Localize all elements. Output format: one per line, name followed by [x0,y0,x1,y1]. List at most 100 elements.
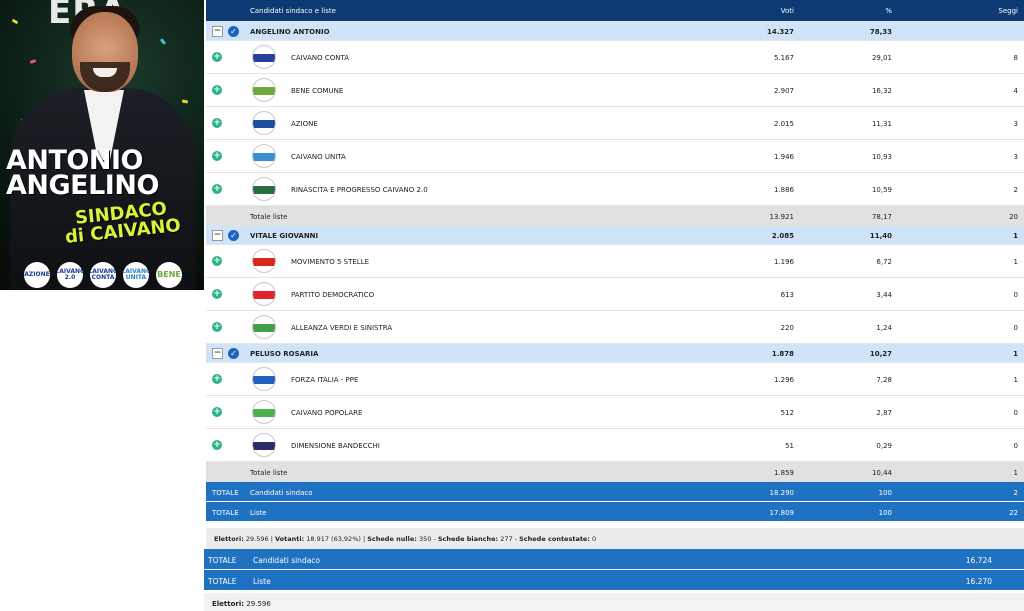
list-voti: 220 [780,324,794,332]
candidate-voti: 14.327 [766,28,794,36]
collapse-icon[interactable]: − [212,26,223,37]
candidate-voti: 2.085 [771,232,794,240]
expand-plus-icon[interactable]: + [212,440,222,450]
collapse-icon[interactable]: − [212,348,223,359]
dimensione-bandecchi-logo [252,433,276,457]
list-name: CAIVANO CONTA [291,54,349,62]
logo-band [253,153,275,161]
list-row: + RINASCITA E PROGRESSO CAIVANO 2.0 1.886 1… [206,173,1024,206]
list-seggi: 4 [1013,87,1018,95]
partito-democratico-logo [252,282,276,306]
elettori-summary-2: Elettori: 29.596 [204,593,1024,611]
poster-logo-caivano-2-0: CAIVANO 2.0 [57,262,83,288]
totals2-label: TOTALE [208,577,237,586]
schede-bianche-value: 277 [500,535,513,543]
list-seggi: 1 [1013,376,1018,384]
list-voti: 51 [785,442,794,450]
list-voti: 5.167 [773,54,794,62]
logo-band [253,376,275,384]
grand-total-label: TOTALE [212,489,239,497]
elettori2-label: Elettori: [212,600,245,608]
grand-total-name: Liste [250,509,267,517]
check-icon: ✓ [228,230,239,241]
totals-table-2: TOTALE Candidati sindaco 16.724 TOTALE L… [204,549,1024,591]
bene-comune-logo [252,78,276,102]
list-voti: 1.886 [773,186,794,194]
list-name: DIMENSIONE BANDECCHI [291,442,380,450]
azione-logo [252,111,276,135]
expand-plus-icon[interactable]: + [212,151,222,161]
list-seggi: 8 [1013,54,1018,62]
candidate-perc: 78,33 [869,28,892,36]
list-seggi: 1 [1013,258,1018,266]
expand-plus-icon[interactable]: + [212,374,222,384]
totals2-voti: 16.270 [965,577,992,586]
totals2-name: Candidati sindaco [253,556,321,565]
expand-plus-icon[interactable]: + [212,118,222,128]
list-row: + CAIVANO POPOLARE 512 2,87 0 [206,396,1024,429]
poster-name-line2: ANGELINO [6,170,159,201]
list-perc: 10,93 [871,153,892,161]
alleanza-verdi-sinistra-logo [252,315,276,339]
list-perc: 2,87 [876,409,892,417]
grand-total-voti: 17.809 [769,509,795,517]
list-row: + CAIVANO CONTA 5.167 29,01 8 [206,41,1024,74]
caivano-popolare-logo [252,400,276,424]
collapse-icon[interactable]: − [212,230,223,241]
poster-party-logos: AZIONE CAIVANO 2.0 CAIVANO CONTA CAIVANO… [24,262,204,288]
schede-contestate-label: Schede contestate: [519,535,590,543]
list-seggi: 0 [1013,409,1018,417]
list-row: + BENE COMUNE 2.907 16,32 4 [206,74,1024,107]
check-icon: ✓ [228,26,239,37]
list-perc: 1,24 [876,324,892,332]
candidate-seggi: 1 [1013,232,1018,240]
list-perc: 6,72 [876,258,892,266]
expand-plus-icon[interactable]: + [212,184,222,194]
grand-total-seggi: 22 [1009,509,1018,517]
list-perc: 0,29 [876,442,892,450]
grand-totals: TOTALE Candidati sindaco 18.290 100 2 TOTALE L… [206,482,1024,522]
candidate-voti: 1.878 [771,350,794,358]
list-row: + ALLEANZA VERDI E SINISTRA 220 1,24 0 [206,311,1024,344]
candidate-row[interactable]: − ✓ ANGELINO ANTONIO 14.327 78,33 [206,22,1024,41]
expand-plus-icon[interactable]: + [212,256,222,266]
expand-plus-icon[interactable]: + [212,289,222,299]
candidate-name: ANGELINO ANTONIO [250,28,330,36]
totals2-name: Liste [253,577,271,586]
totals2-label: TOTALE [208,556,237,565]
poster-logo-azione: AZIONE [24,262,50,288]
candidate-row[interactable]: − ✓ VITALE GIOVANNI 2.085 11,40 1 [206,226,1024,245]
grand-total-name: Candidati sindaco [250,489,313,497]
expand-plus-icon[interactable]: + [212,322,222,332]
poster-name-line1: ANTONIO [6,145,143,176]
list-perc: 11,31 [871,120,892,128]
list-seggi: 0 [1013,291,1018,299]
candidate-row[interactable]: − ✓ PELUSO ROSARIA 1.878 10,27 1 [206,344,1024,363]
list-name: CAIVANO UNITA [291,153,346,161]
expand-plus-icon[interactable]: + [212,85,222,95]
grand-total-label: TOTALE [212,509,239,517]
header-seggi: Seggi [998,7,1018,15]
expand-plus-icon[interactable]: + [212,407,222,417]
schede-contestate-value: 0 [592,535,597,543]
caivano-unita-logo [252,144,276,168]
logo-band [253,87,275,95]
results-table: Candidati sindaco e liste Voti % Seggi −… [206,0,1024,522]
total-seggi: 20 [1009,213,1018,221]
total-voti: 13.921 [769,213,795,221]
list-voti: 1.946 [773,153,794,161]
list-seggi: 0 [1013,324,1018,332]
list-name: ALLEANZA VERDI E SINISTRA [291,324,393,332]
rinascita-progresso-logo [252,177,276,201]
candidate-seggi: 1 [1013,350,1018,358]
schede-bianche-label: Schede bianche: [437,535,499,543]
list-seggi: 0 [1013,442,1018,450]
logo-band [253,442,275,450]
elettori-label: Elettori: [214,535,244,543]
list-name: AZIONE [291,120,318,128]
list-perc: 7,28 [876,376,892,384]
list-total-row: Totale liste 1.859 10,44 1 [206,462,1024,482]
poster-logo-caivano-conta: CAIVANO CONTA [90,262,116,288]
expand-plus-icon[interactable]: + [212,52,222,62]
logo-band [253,54,275,62]
